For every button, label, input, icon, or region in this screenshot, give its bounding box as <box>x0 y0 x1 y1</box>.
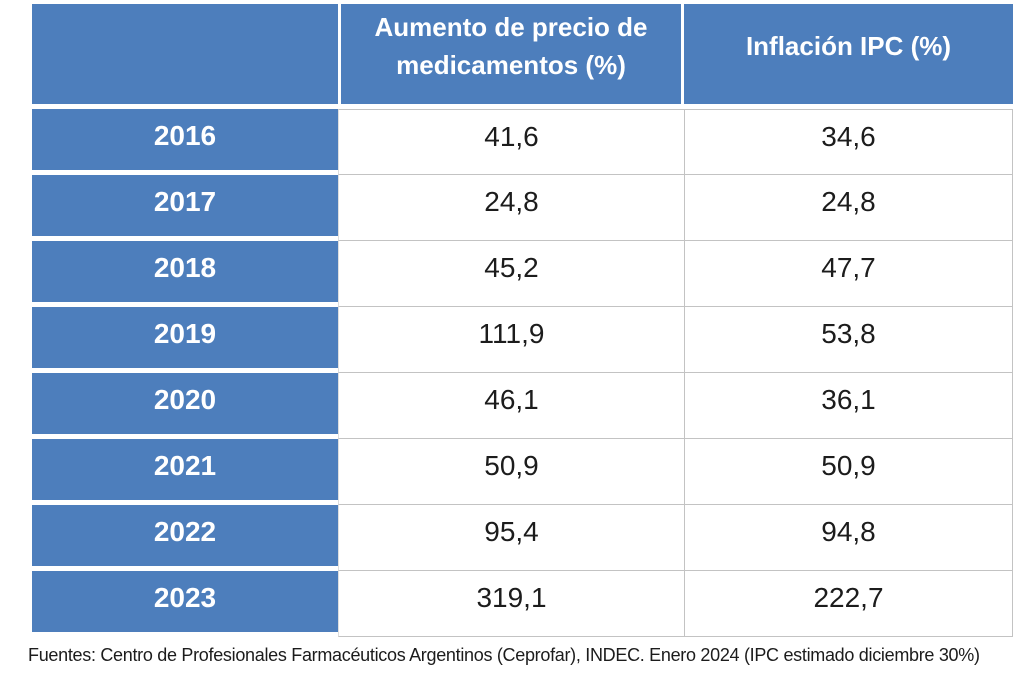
ipc-value-cell: 50,9 <box>685 439 1013 505</box>
header-label-ipc: Inflación IPC (%) <box>684 4 1013 104</box>
header-cell-ipc: Inflación IPC (%) <box>684 4 1013 104</box>
year-cell: 2017 <box>32 175 338 236</box>
year-cell: 2021 <box>32 439 338 500</box>
table-row-2019: 2019 111,9 53,8 <box>32 307 1013 373</box>
year-cell: 2023 <box>32 571 338 632</box>
year-cell: 2022 <box>32 505 338 566</box>
medicamentos-value-cell: 95,4 <box>338 505 685 571</box>
header-cell-medicamentos: Aumento de precio de medicamentos (%) <box>341 4 681 104</box>
table-header-row: Aumento de precio de medicamentos (%) In… <box>32 4 1013 104</box>
header-cell-empty <box>32 4 338 104</box>
ipc-value-cell: 222,7 <box>685 571 1013 637</box>
header-label-medicamentos: Aumento de precio de medicamentos (%) <box>341 4 681 104</box>
table-row-2021: 2021 50,9 50,9 <box>32 439 1013 505</box>
year-cell: 2016 <box>32 109 338 170</box>
medicamentos-value-cell: 319,1 <box>338 571 685 637</box>
medicamentos-value-cell: 50,9 <box>338 439 685 505</box>
ipc-value-cell: 94,8 <box>685 505 1013 571</box>
data-table: Aumento de precio de medicamentos (%) In… <box>32 4 1013 637</box>
ipc-value-cell: 53,8 <box>685 307 1013 373</box>
medicamentos-value-cell: 41,6 <box>338 109 685 175</box>
medicamentos-value-cell: 45,2 <box>338 241 685 307</box>
ipc-value-cell: 47,7 <box>685 241 1013 307</box>
medicamentos-value-cell: 111,9 <box>338 307 685 373</box>
table-row-2020: 2020 46,1 36,1 <box>32 373 1013 439</box>
ipc-value-cell: 34,6 <box>685 109 1013 175</box>
source-note: Fuentes: Centro de Profesionales Farmacé… <box>28 645 980 665</box>
ipc-value-cell: 36,1 <box>685 373 1013 439</box>
year-cell: 2020 <box>32 373 338 434</box>
table-row-2022: 2022 95,4 94,8 <box>32 505 1013 571</box>
table-row-2016: 2016 41,6 34,6 <box>32 109 1013 175</box>
header-label-ipc-text: Inflación IPC (%) <box>745 31 952 62</box>
year-cell: 2018 <box>32 241 338 302</box>
table-row-2017: 2017 24,8 24,8 <box>32 175 1013 241</box>
medicamentos-value-cell: 24,8 <box>338 175 685 241</box>
ipc-value-cell: 24,8 <box>685 175 1013 241</box>
table-row-2018: 2018 45,2 47,7 <box>32 241 1013 307</box>
header-label-medicamentos-text: Aumento de precio de medicamentos (%) <box>374 12 648 80</box>
table-row-2023: 2023 319,1 222,7 <box>32 571 1013 637</box>
medicamentos-value-cell: 46,1 <box>338 373 685 439</box>
year-cell: 2019 <box>32 307 338 368</box>
